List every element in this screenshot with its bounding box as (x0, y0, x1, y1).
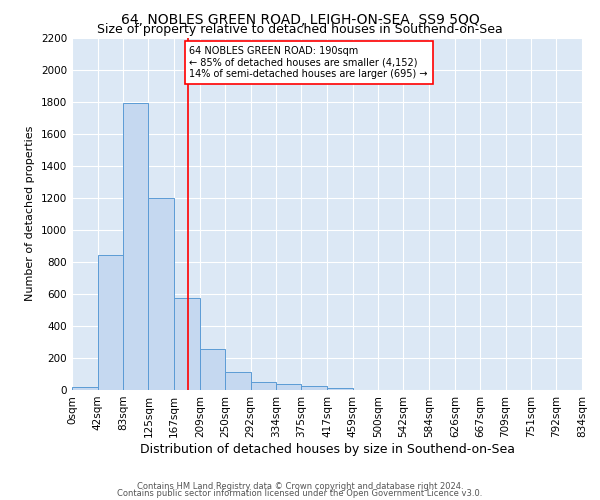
Text: Contains HM Land Registry data © Crown copyright and database right 2024.: Contains HM Land Registry data © Crown c… (137, 482, 463, 491)
Text: 64 NOBLES GREEN ROAD: 190sqm
← 85% of detached houses are smaller (4,152)
14% of: 64 NOBLES GREEN ROAD: 190sqm ← 85% of de… (190, 46, 428, 78)
Bar (174, 298, 200, 390)
Text: 64, NOBLES GREEN ROAD, LEIGH-ON-SEA, SS9 5QQ: 64, NOBLES GREEN ROAD, LEIGH-ON-SEA, SS9… (121, 12, 479, 26)
X-axis label: Distribution of detached houses by size in Southend-on-Sea: Distribution of detached houses by size … (139, 442, 515, 456)
Bar (276, 384, 301, 390)
Bar (200, 349, 225, 390)
Bar (148, 198, 174, 390)
Bar (225, 372, 251, 390)
Text: Contains public sector information licensed under the Open Government Licence v3: Contains public sector information licen… (118, 489, 482, 498)
Text: Size of property relative to detached houses in Southend-on-Sea: Size of property relative to detached ho… (97, 22, 503, 36)
Bar (327, 388, 353, 390)
Bar (98, 256, 123, 390)
Bar (72, 387, 98, 390)
Y-axis label: Number of detached properties: Number of detached properties (25, 126, 35, 302)
Bar (123, 103, 148, 390)
Bar (301, 386, 327, 390)
Bar (251, 382, 276, 390)
